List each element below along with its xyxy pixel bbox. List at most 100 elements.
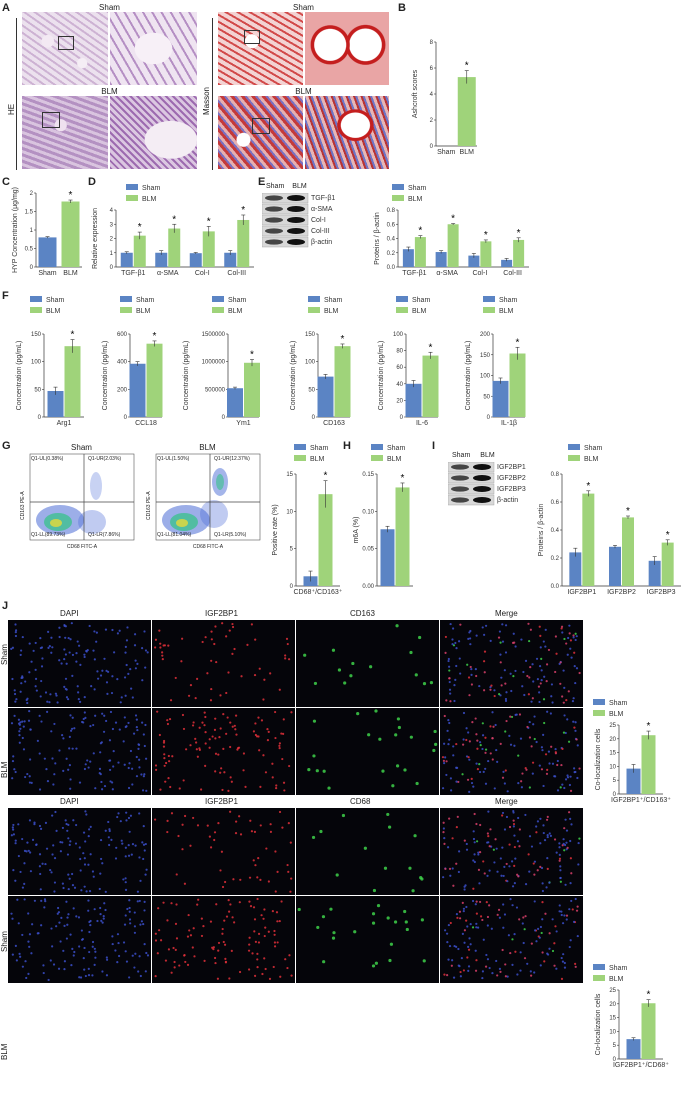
masson-sham-title: Sham [293, 3, 314, 12]
legend-swatch-blm [593, 975, 605, 981]
bar-sham [405, 383, 422, 417]
he-blm-high [110, 96, 197, 169]
legend-label: BLM [609, 711, 624, 718]
fluo-tile [440, 808, 583, 895]
bar-sham [380, 529, 395, 586]
j-bot-grid [8, 808, 584, 989]
bar-sham [468, 255, 480, 267]
flow-sham-plot [29, 453, 135, 541]
significance-star: * [153, 331, 157, 342]
y-tick-label: 0 [38, 415, 42, 421]
y-tick-label: 20 [396, 398, 403, 404]
fluo-tile [440, 620, 583, 707]
x-tick-label: Sham [38, 270, 56, 277]
significance-star: * [250, 349, 254, 360]
chart-f-ccl18: 0 200 400 600 Concentration (pg/mL) * CCL18 Sha… [102, 296, 163, 427]
y-axis-label: HYP Concentration (μg/mg) [12, 187, 19, 273]
legend-swatch-sham [483, 296, 495, 302]
wb-e-blot: TGF-β1 α-SMA Col-I Col-III β-actin [261, 192, 344, 255]
fluo-tile [440, 896, 583, 983]
legend-label: BLM [324, 308, 339, 315]
blot-band-blm [287, 239, 305, 245]
wb-i-header: Sham BLM [448, 452, 508, 459]
wb-e: Sham BLM [262, 183, 342, 190]
blot-band-sham [265, 239, 283, 245]
significance-star: * [207, 216, 211, 227]
y-axis-label: Relative expression [92, 208, 99, 269]
y-axis-label: Proteins / β-actin [538, 504, 545, 557]
bar-blm [457, 77, 476, 146]
bar-blm [237, 219, 250, 267]
x-tick-label: Col-I [472, 270, 487, 277]
significance-star: * [341, 334, 345, 345]
y-tick-label: 0.8 [387, 208, 396, 214]
y-tick-label: 5 [613, 1043, 617, 1049]
significance-star: * [626, 506, 630, 517]
fluo-tile [296, 808, 439, 895]
j-bot-row-sham: Sham [0, 931, 9, 952]
bar-blm [661, 542, 674, 586]
legend-swatch-sham [126, 184, 138, 190]
legend-swatch-blm [126, 195, 138, 201]
j-bot-col-3: Merge [495, 797, 518, 806]
fluo-tile [296, 708, 439, 795]
legend-swatch-blm [30, 307, 42, 313]
legend-label: Sham [136, 297, 154, 304]
he-sham-high [110, 12, 197, 85]
blot-lane-bg [447, 461, 495, 473]
chart-b: 0 2 4 6 8 Ashcroft scores Sham * BLM [412, 40, 477, 156]
y-tick-label: 150 [480, 353, 491, 359]
flow-blm-ul: Q1-UL(1.50%) [157, 456, 190, 462]
bar-blm [447, 224, 459, 267]
y-tick-label: 2 [430, 118, 434, 124]
chart-e: 0.0 0.2 0.4 0.6 0.8 Proteins / β-actin * TGF-β1… [374, 184, 529, 277]
wb-i-blot: IGF2BP1 IGF2BP2 IGF2BP3 β-actin [447, 461, 530, 513]
bar-blm [334, 346, 351, 417]
legend-label: Sham [387, 445, 405, 452]
bar-blm [513, 239, 525, 267]
significance-star: * [71, 330, 75, 341]
legend-swatch-blm [396, 307, 408, 313]
x-tick-label: Arg1 [57, 420, 72, 427]
legend-label: Sham [609, 700, 627, 707]
bar-blm [622, 517, 634, 586]
y-axis-label: m6A (%) [353, 517, 360, 544]
legend-swatch-sham [371, 444, 383, 450]
he-divider [16, 18, 17, 170]
j-top-col-1: IGF2BP1 [205, 609, 238, 618]
bar-sham [569, 552, 582, 586]
blot-lane-bg [261, 192, 309, 204]
chart-i: 0.0 0.2 0.4 0.6 0.8 Proteins / β-actin * IGF2BP… [538, 444, 681, 596]
blot-band-label: β-actin [311, 239, 332, 246]
flow-sham-yaxis: CD163 PE-A [20, 491, 26, 520]
y-axis-label: Co-localization cells [595, 993, 602, 1055]
y-tick-label: 20 [609, 1002, 616, 1008]
legend-swatch-blm [593, 710, 605, 716]
blot-lane-bg [261, 203, 309, 215]
y-tick-label: 0.2 [551, 556, 560, 562]
blot-band-blm [287, 228, 305, 234]
y-tick-label: 600 [117, 332, 128, 338]
j-bot-col-2: CD68 [350, 797, 371, 806]
y-tick-label: 200 [117, 387, 128, 393]
chart-f-il1b: 0 50 100 150 200 Concentration (pg/mL) * IL-1β S… [465, 296, 526, 427]
j-top-col-2: CD163 [350, 609, 375, 618]
he-blm-title: BLM [101, 87, 118, 96]
legend-label: BLM [584, 456, 599, 463]
flow-blm-lr: Q1-LR(5.10%) [214, 532, 247, 538]
x-tick-label: TGF-β1 [121, 270, 145, 277]
legend-label: Sham [142, 185, 160, 192]
panel-label-f: F [2, 290, 9, 302]
y-tick-label: 0.2 [387, 251, 396, 257]
x-tick-label: BLM [63, 270, 78, 277]
y-tick-label: 2 [110, 237, 114, 243]
y-tick-label: 20 [609, 737, 616, 743]
flow-sham-title: Sham [71, 443, 92, 452]
y-tick-label: 0.8 [551, 472, 560, 478]
blot-lane-bg [261, 225, 309, 237]
significance-star: * [451, 214, 455, 225]
blot-lane-bg [447, 472, 495, 484]
blot-band-sham [265, 206, 283, 212]
legend-swatch-blm [308, 307, 320, 313]
significance-star: * [69, 190, 73, 201]
